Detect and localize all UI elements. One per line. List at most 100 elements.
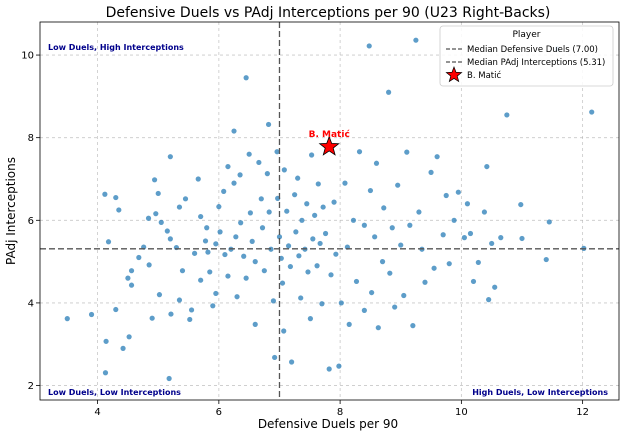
data-point xyxy=(293,229,299,235)
data-point xyxy=(333,251,339,257)
data-point xyxy=(261,268,267,274)
legend-star-swatch xyxy=(445,66,463,83)
data-point xyxy=(213,290,219,297)
data-point xyxy=(116,207,122,213)
data-point xyxy=(350,217,357,223)
data-point xyxy=(375,325,381,331)
data-point xyxy=(367,187,374,194)
data-point xyxy=(231,128,237,134)
data-point xyxy=(272,354,278,361)
data-point xyxy=(265,121,272,128)
median-lines xyxy=(40,22,619,400)
data-point xyxy=(217,229,223,235)
data-point xyxy=(195,176,201,182)
legend-title: Player xyxy=(512,30,540,40)
y-tick-label: 4 xyxy=(28,298,34,309)
data-point xyxy=(167,154,173,160)
data-point xyxy=(264,171,270,177)
data-point xyxy=(361,307,367,313)
data-point xyxy=(546,219,552,225)
highlight-star-marker xyxy=(318,135,340,156)
data-point xyxy=(210,303,216,309)
data-point xyxy=(113,194,119,201)
data-point xyxy=(145,215,152,221)
data-point xyxy=(149,315,155,321)
data-point xyxy=(146,262,152,268)
y-axis-label: PAdj Interceptions xyxy=(4,157,18,265)
data-point xyxy=(281,167,287,173)
data-point xyxy=(379,259,386,265)
data-point xyxy=(238,220,244,226)
data-point xyxy=(336,363,342,369)
data-point xyxy=(381,205,387,211)
data-point xyxy=(120,345,126,351)
y-tick-label: 10 xyxy=(21,51,34,62)
data-point xyxy=(247,210,253,216)
data-point xyxy=(428,169,434,175)
data-point xyxy=(156,292,163,298)
data-point xyxy=(249,238,255,244)
data-point xyxy=(231,180,237,186)
data-point xyxy=(166,375,172,382)
data-point xyxy=(434,154,440,160)
data-point xyxy=(103,338,109,344)
data-point xyxy=(187,316,193,323)
data-point xyxy=(446,261,452,267)
data-point xyxy=(258,196,264,202)
data-point xyxy=(361,222,367,228)
legend-entry-label: Median PAdj Interceptions (5.31) xyxy=(467,58,605,68)
data-point xyxy=(246,151,252,157)
data-point xyxy=(176,204,183,210)
data-point xyxy=(320,204,326,210)
data-point xyxy=(252,321,258,327)
data-point xyxy=(198,213,204,220)
data-point xyxy=(276,234,283,240)
data-point xyxy=(481,209,488,215)
data-point xyxy=(416,209,422,215)
data-point xyxy=(243,75,249,81)
data-point xyxy=(284,208,290,214)
data-point xyxy=(328,272,334,278)
data-point xyxy=(204,225,210,231)
data-point xyxy=(102,370,109,376)
data-point xyxy=(486,297,492,303)
data-point xyxy=(369,289,375,296)
data-point xyxy=(410,323,416,329)
data-point xyxy=(126,334,132,340)
quadrant-label: Low Duels, Low Interceptions xyxy=(48,388,181,397)
data-point xyxy=(467,230,474,237)
data-point xyxy=(192,250,198,256)
data-point xyxy=(299,217,305,223)
data-point xyxy=(373,160,380,166)
data-point xyxy=(205,249,211,255)
data-point xyxy=(234,294,240,300)
data-point xyxy=(225,273,231,279)
data-point xyxy=(237,172,243,178)
data-point xyxy=(252,259,258,265)
data-point xyxy=(105,239,112,245)
data-point xyxy=(518,201,524,208)
data-point xyxy=(225,163,231,170)
data-point xyxy=(489,240,495,247)
data-point xyxy=(188,307,195,313)
data-point xyxy=(221,188,227,194)
data-point xyxy=(164,228,170,234)
x-tick-label: 10 xyxy=(455,407,468,418)
data-point xyxy=(128,268,135,274)
data-point xyxy=(422,279,428,285)
data-point xyxy=(461,235,467,241)
data-point xyxy=(102,191,108,197)
data-point xyxy=(270,298,277,304)
legend: Player Median Defensive Duels (7.00) Media… xyxy=(439,25,614,87)
data-point xyxy=(307,316,314,322)
data-point xyxy=(322,230,329,237)
x-tick-label: 8 xyxy=(337,407,343,418)
data-point xyxy=(401,292,407,299)
data-point xyxy=(287,263,293,270)
highlight: B. Matić xyxy=(309,129,350,156)
x-tick-label: 12 xyxy=(576,407,589,418)
quadrant-label: High Duels, Low Interceptions xyxy=(472,388,608,397)
x-axis-label: Defensive Duels per 90 xyxy=(258,417,398,431)
data-point xyxy=(295,175,301,181)
data-point xyxy=(407,222,413,228)
